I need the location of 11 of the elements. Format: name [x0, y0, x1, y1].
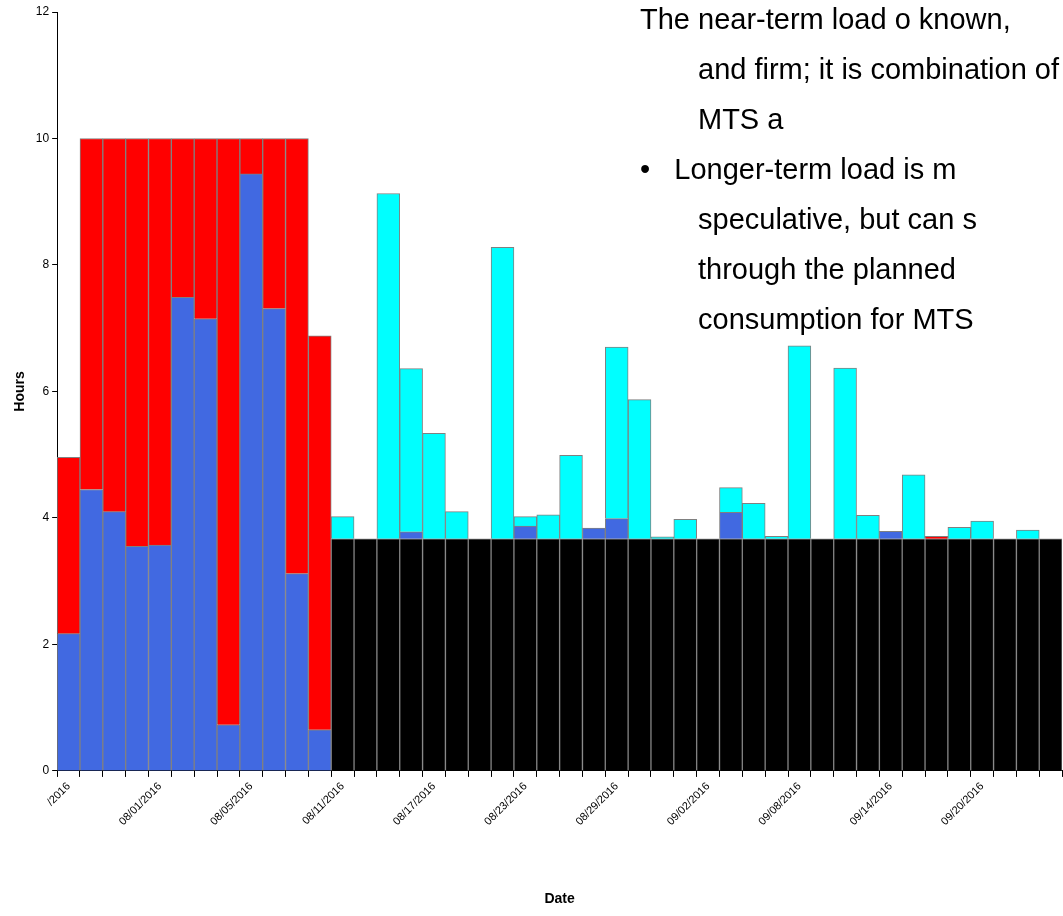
- y-tick-label: 2: [42, 636, 50, 651]
- y-tick-label: 10: [35, 130, 50, 145]
- x-axis-title: Date: [544, 890, 575, 907]
- y-tick-label: 12: [35, 4, 50, 19]
- annotation: The near-term load o known, and firm; it is combination of MTS a: [640, 2, 1060, 137]
- y-tick-label: 6: [42, 383, 50, 398]
- y-tick-label: 4: [42, 510, 50, 525]
- y-tick-label: 8: [42, 257, 50, 272]
- y-tick-label: 0: [42, 763, 50, 778]
- annotation: • Longer-term load is m speculative, but can s through the planned consumption for MTS: [640, 152, 978, 337]
- y-axis-title: Hours: [11, 371, 28, 412]
